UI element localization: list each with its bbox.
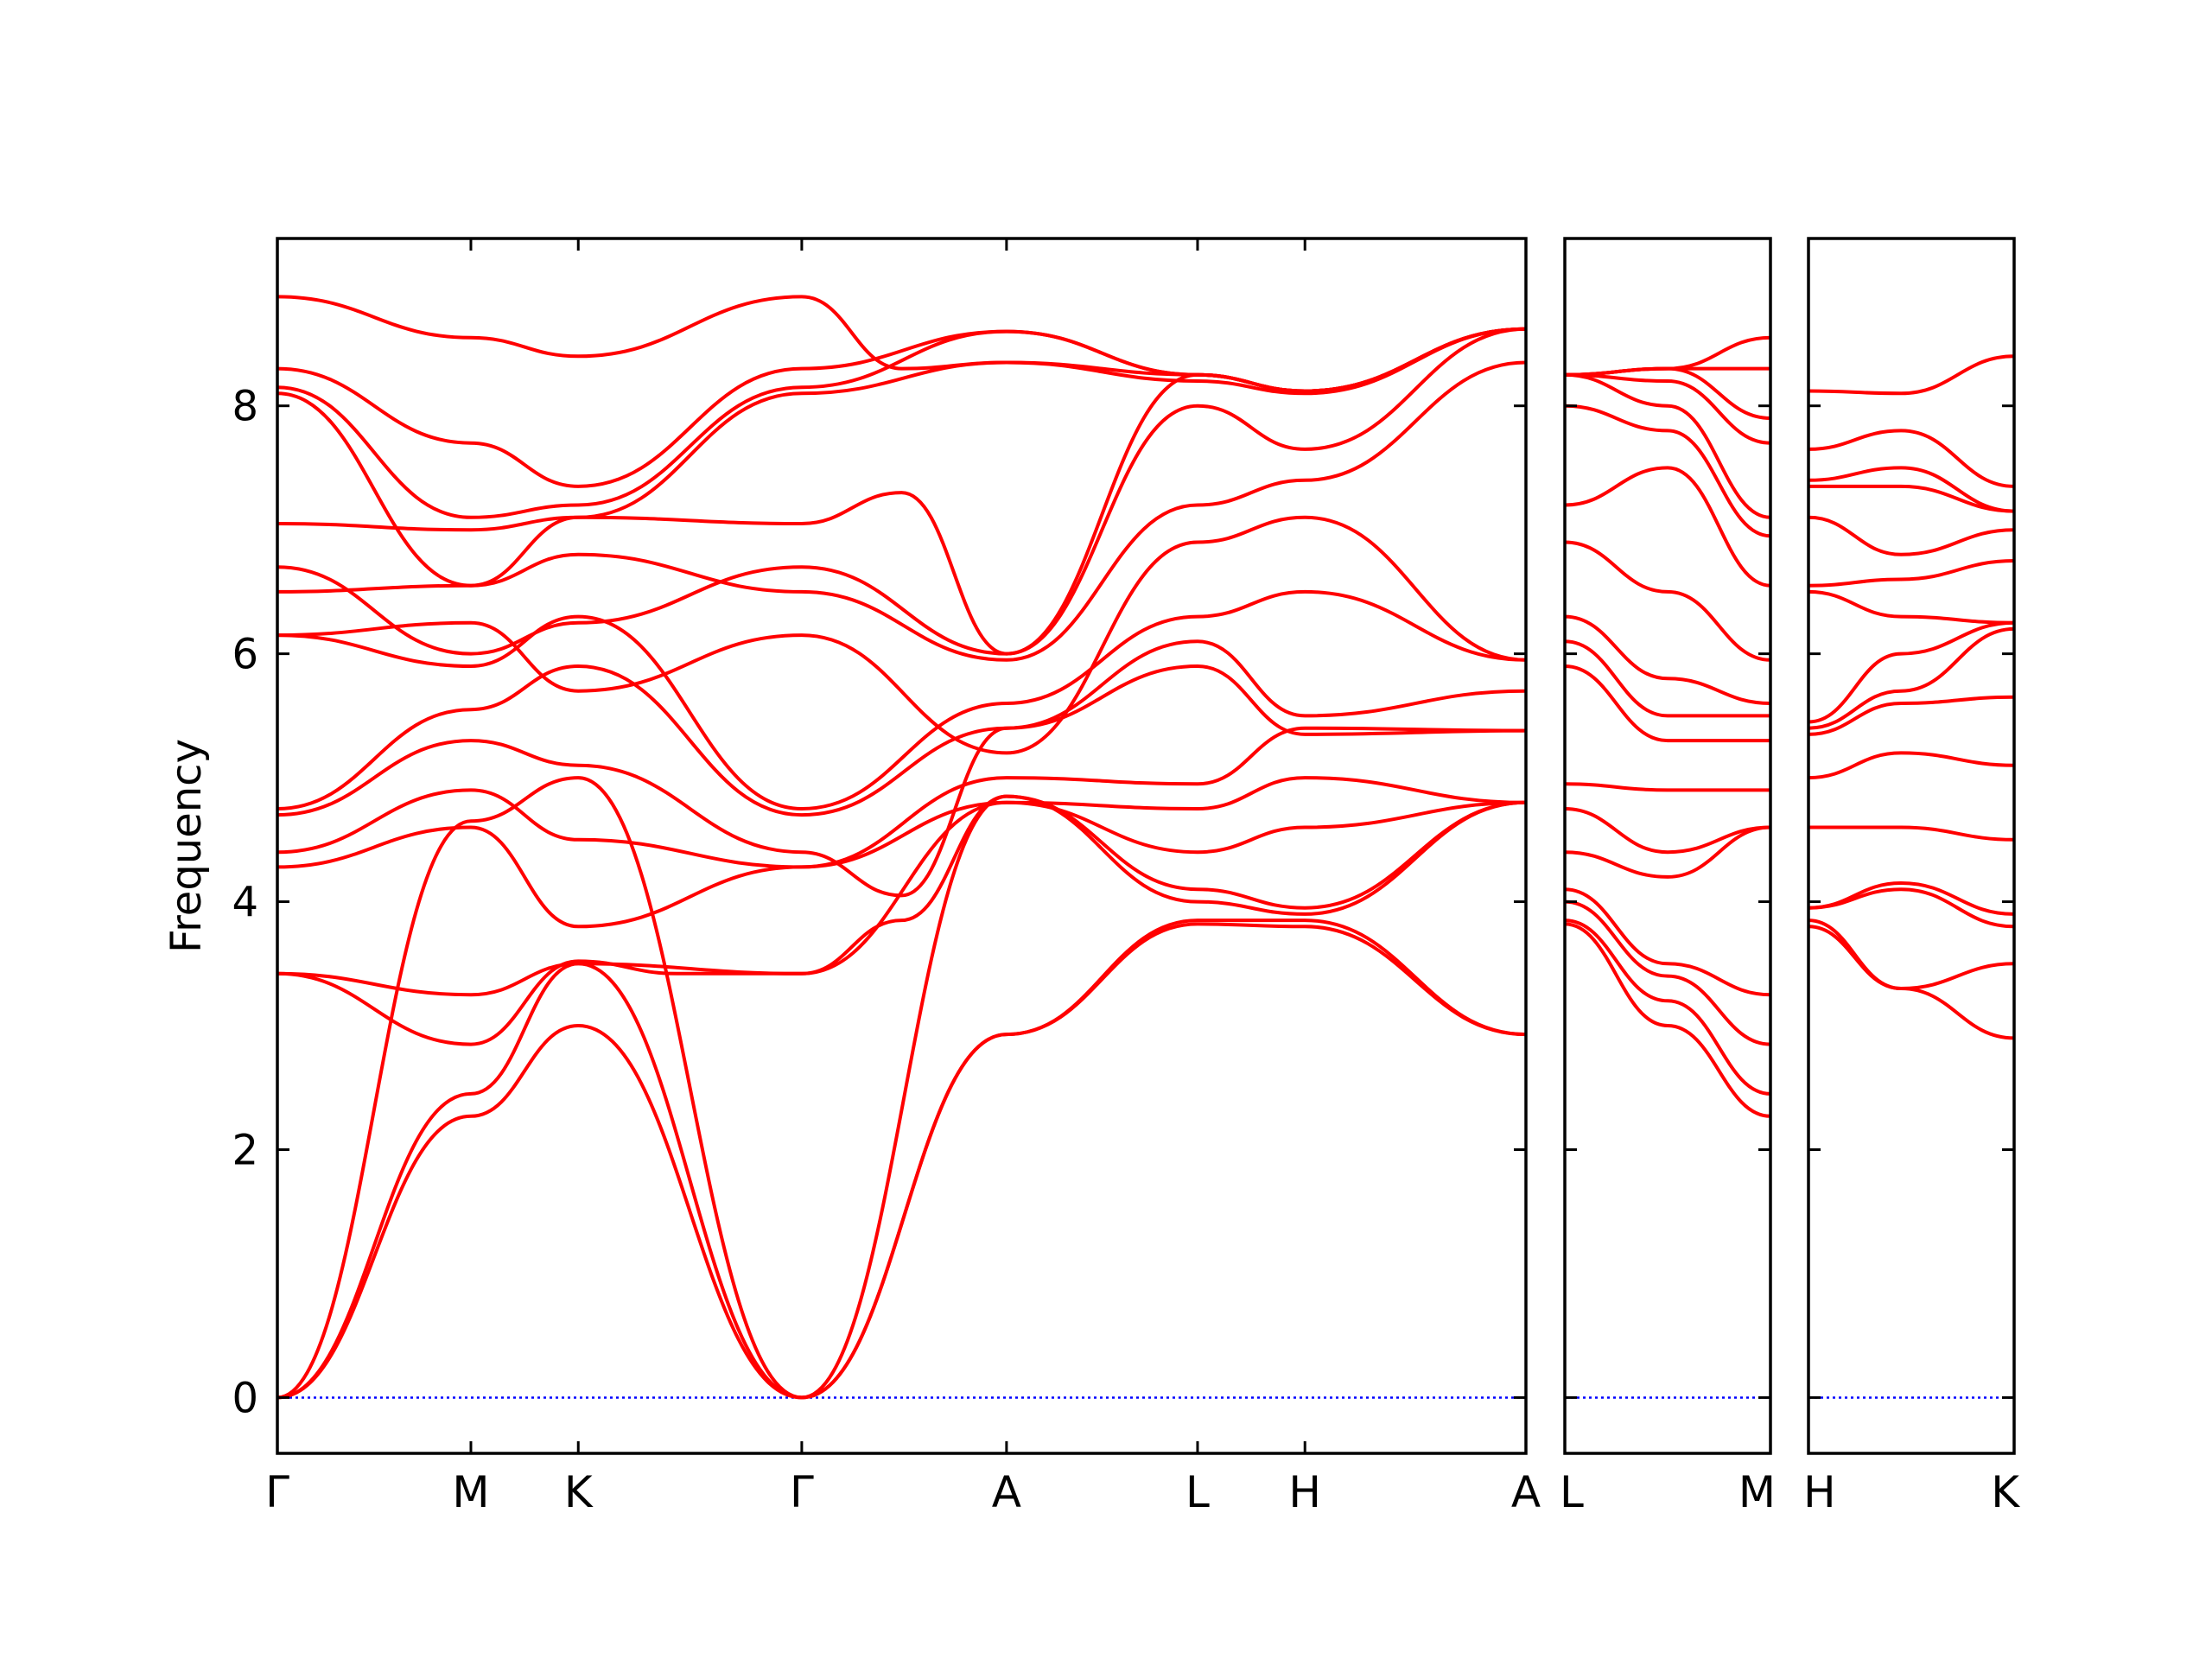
band-4	[1565, 887, 1770, 997]
band-group	[1565, 335, 1770, 1118]
band-14	[1808, 466, 2014, 513]
band-10	[277, 589, 1526, 810]
band-3	[1565, 899, 1770, 1046]
band-6	[1565, 807, 1770, 855]
band-13	[1565, 404, 1770, 538]
panel-frame	[276, 237, 1528, 1455]
band-11	[277, 515, 1526, 755]
q-point-label: Γ	[790, 1467, 814, 1517]
band-group	[277, 295, 1526, 1400]
band-7	[1565, 782, 1770, 792]
band-6	[277, 776, 1526, 929]
band-17	[277, 327, 1526, 488]
band-10	[1565, 614, 1770, 705]
panel-1: 0 2 4 6 8 Γ M K Γ A L H A	[232, 237, 1541, 1517]
band-5	[1808, 825, 2014, 842]
y-tick-label: 6	[232, 631, 258, 679]
band-2	[1808, 918, 2014, 990]
y-tick-label: 8	[232, 383, 258, 431]
band-5	[1565, 825, 1770, 879]
band-11	[1808, 559, 2014, 588]
band-14	[1565, 372, 1770, 519]
band-18	[277, 295, 1526, 393]
band-group	[1808, 354, 2014, 1040]
q-point-label: Γ	[265, 1467, 289, 1517]
q-point-label: H	[1803, 1467, 1836, 1517]
q-point-label: K	[1991, 1467, 2020, 1517]
band-8	[1565, 664, 1770, 743]
y-tick-label: 4	[232, 879, 258, 927]
band-12	[1565, 466, 1770, 588]
band-2	[1565, 918, 1770, 1096]
band-15	[277, 327, 1526, 588]
band-9	[1565, 639, 1770, 718]
band-7	[277, 726, 1526, 869]
q-point-label: M	[452, 1467, 489, 1517]
q-point-label: L	[1560, 1467, 1584, 1517]
band-10	[1808, 589, 2014, 625]
band-16	[1808, 354, 2014, 396]
band-2	[277, 918, 1526, 1400]
band-7	[1808, 695, 2014, 736]
panel-frame	[1563, 237, 1772, 1455]
q-point-label: H	[1288, 1467, 1321, 1517]
y-tick-label: 0	[232, 1374, 258, 1422]
band-5	[277, 800, 1526, 1046]
band-8	[277, 664, 1526, 898]
q-point-label: K	[564, 1467, 594, 1517]
band-9	[1808, 620, 2014, 724]
q-point-label: A	[1511, 1467, 1541, 1517]
y-tick-label: 2	[232, 1127, 258, 1175]
band-15	[1565, 372, 1770, 445]
band-8	[1808, 626, 2014, 730]
band-11	[1565, 540, 1770, 662]
band-16	[277, 327, 1526, 519]
q-point-label: A	[992, 1467, 1021, 1517]
band-4	[277, 794, 1526, 997]
panel-frame	[1807, 237, 2016, 1455]
q-point-label: M	[1738, 1467, 1776, 1517]
band-13	[277, 327, 1526, 656]
band-15	[1808, 429, 2014, 488]
band-6	[1808, 751, 2014, 780]
band-1	[1808, 925, 2014, 1040]
band-4	[1808, 881, 2014, 916]
band-12	[1808, 515, 2014, 556]
q-point-label: L	[1185, 1467, 1210, 1517]
band-3	[277, 776, 1526, 1400]
band-12	[277, 360, 1526, 662]
band-18	[1565, 335, 1770, 377]
band-9	[277, 639, 1526, 817]
y-axis-title: Frequency	[162, 739, 211, 953]
band-13	[1808, 484, 2014, 513]
band-1	[1565, 922, 1770, 1118]
